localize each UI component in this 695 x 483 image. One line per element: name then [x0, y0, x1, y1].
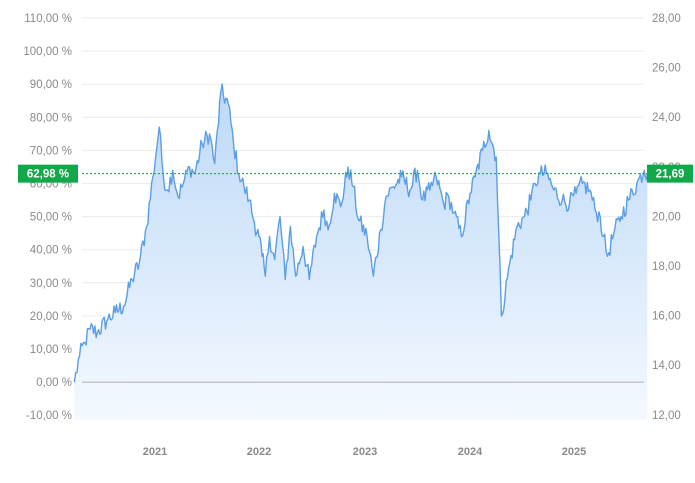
- area-fill: [74, 84, 648, 420]
- right-tick-label: 12,00: [652, 410, 681, 422]
- left-tick-label: 20,00 %: [30, 311, 72, 323]
- right-axis-ticks: 28,0026,0024,0022,0020,0018,0016,0014,00…: [652, 13, 681, 422]
- right-tick-label: 28,00: [652, 13, 681, 25]
- left-axis-ticks: 110,00 %100,00 %90,00 %80,00 %70,00 %60,…: [23, 13, 72, 422]
- right-tick-label: 16,00: [652, 311, 681, 323]
- price-line: [73, 83, 648, 383]
- x-tick-label: 2023: [353, 446, 377, 458]
- x-tick-label: 2025: [562, 446, 586, 458]
- area-fill-layer: [74, 84, 648, 420]
- left-tick-label: 110,00 %: [24, 13, 72, 25]
- x-tick-label: 2021: [143, 446, 167, 458]
- current-price-label: 21,69: [656, 169, 685, 181]
- left-tick-label: 0,00 %: [36, 377, 72, 389]
- left-tick-label: -10,00 %: [26, 410, 72, 422]
- current-price-badge: [647, 164, 693, 183]
- right-tick-label: 20,00: [652, 211, 681, 223]
- left-tick-label: 90,00 %: [30, 79, 72, 91]
- left-tick-label: 70,00 %: [30, 145, 72, 157]
- left-tick-label: 50,00 %: [30, 212, 72, 224]
- left-tick-label: 30,00 %: [30, 278, 72, 290]
- left-tick-label: 80,00 %: [30, 112, 72, 124]
- current-pct-badge: [18, 164, 78, 183]
- x-axis-ticks: 2021 2022 2023 2024 2025: [143, 446, 586, 458]
- left-tick-label: 40,00 %: [30, 245, 72, 257]
- x-tick-label: 2024: [458, 446, 483, 458]
- right-tick-label: 24,00: [652, 112, 681, 124]
- current-value-markers: 62,98 % 21,69: [18, 164, 693, 183]
- x-tick-label: 2022: [247, 446, 271, 458]
- right-tick-label: 26,00: [652, 63, 681, 75]
- current-pct-label: 62,98 %: [27, 169, 69, 181]
- right-tick-label: 18,00: [652, 261, 681, 273]
- left-tick-label: 10,00 %: [30, 344, 72, 356]
- price-line-layer: [73, 83, 648, 383]
- right-tick-label: 14,00: [652, 360, 681, 372]
- left-tick-label: 100,00 %: [23, 46, 72, 58]
